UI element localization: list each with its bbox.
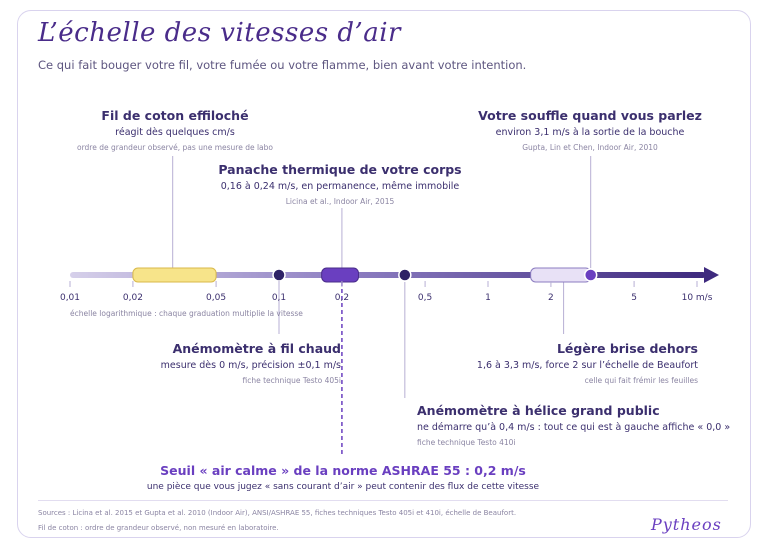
- range-plume: [321, 267, 359, 283]
- point-breath-end: [583, 268, 598, 282]
- label-vane-source: fiche technique Testo 410i: [417, 438, 516, 447]
- label-cotton-detail: réagit dès quelques cm/s: [115, 127, 235, 138]
- label-plume-source: Licina et al., Indoor Air, 2015: [285, 197, 395, 206]
- tick-label-2: 0,05: [206, 293, 226, 303]
- tick-label-0: 0,01: [60, 293, 80, 303]
- tick-label-1: 0,02: [123, 293, 143, 303]
- range-cotton: [132, 267, 217, 283]
- label-plume-detail: 0,16 à 0,24 m/s, en permanence, même imm…: [220, 181, 460, 192]
- footer-sources: Sources : Licina et al. 2015 et Gupta et…: [38, 509, 517, 517]
- tick-label-3: 0,1: [272, 293, 286, 303]
- tick-label-7: 2: [548, 293, 554, 303]
- label-breeze-heading: Légère brise dehors: [556, 341, 698, 356]
- label-vane-detail: ne démarre qu’à 0,4 m/s : tout ce qui es…: [417, 422, 731, 433]
- label-cotton-heading: Fil de coton effiloché: [101, 108, 249, 123]
- label-breath-detail: environ 3,1 m/s à la sortie de la bouche: [495, 127, 685, 138]
- label-ashrae-detail: une pièce que vous jugez « sans courant …: [146, 482, 540, 492]
- scale-note: échelle logarithmique : chaque graduatio…: [70, 309, 303, 318]
- label-breeze-source: celle qui fait frémir les feuilles: [584, 376, 698, 385]
- footer-note: Fil de coton : ordre de grandeur observé…: [38, 524, 279, 532]
- point-vane: [398, 268, 412, 282]
- card-frame: [17, 10, 751, 538]
- label-hotwire-detail: mesure dès 0 m/s, précision ±0,1 m/s: [160, 360, 341, 371]
- tick-label-5: 0,5: [418, 293, 432, 303]
- label-vane-heading: Anémomètre à hélice grand public: [417, 403, 660, 418]
- scale-arrowhead: [704, 267, 719, 283]
- label-plume-heading: Panache thermique de votre corps: [218, 162, 462, 177]
- label-hotwire-source: fiche technique Testo 405i: [242, 376, 341, 385]
- label-breeze-detail: 1,6 à 3,3 m/s, force 2 sur l’échelle de …: [476, 360, 698, 371]
- label-hotwire-heading: Anémomètre à fil chaud: [172, 341, 341, 356]
- label-ashrae: Seuil « air calme » de la norme ASHRAE 5…: [147, 463, 539, 492]
- tick-label-8: 5: [631, 293, 637, 303]
- tick-label-9: 10 m/s: [682, 293, 713, 303]
- point-hotwire: [272, 268, 286, 282]
- page-title: L’échelle des vitesses d’air: [38, 18, 401, 48]
- footer-divider: [38, 500, 728, 501]
- label-breath: Votre souffle quand vous parlez environ …: [478, 108, 702, 152]
- range-breath: [530, 267, 592, 283]
- label-breath-heading: Votre souffle quand vous parlez: [478, 108, 702, 123]
- label-breeze: Légère brise dehors 1,6 à 3,3 m/s, force…: [477, 341, 698, 385]
- brand-logo: Pytheos: [651, 515, 722, 534]
- label-cotton-source: ordre de grandeur observé, pas une mesur…: [77, 143, 273, 152]
- tick-label-4: 0,2: [335, 293, 349, 303]
- label-cotton: Fil de coton effiloché réagit dès quelqu…: [77, 108, 273, 152]
- label-breath-source: Gupta, Lin et Chen, Indoor Air, 2010: [522, 143, 658, 152]
- label-hotwire: Anémomètre à fil chaud mesure dès 0 m/s,…: [161, 341, 341, 385]
- tick-label-6: 1: [485, 293, 491, 303]
- label-ashrae-heading: Seuil « air calme » de la norme ASHRAE 5…: [160, 463, 526, 478]
- label-plume: Panache thermique de votre corps 0,16 à …: [218, 162, 461, 206]
- label-vane: Anémomètre à hélice grand public ne déma…: [417, 403, 730, 447]
- page-subtitle: Ce qui fait bouger votre fil, votre fumé…: [38, 58, 527, 72]
